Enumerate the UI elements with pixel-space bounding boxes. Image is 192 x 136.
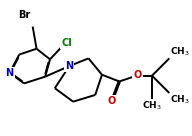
Text: Cl: Cl	[61, 38, 72, 48]
Text: CH$_3$: CH$_3$	[170, 45, 190, 58]
Text: O: O	[108, 96, 116, 106]
Text: N: N	[65, 61, 73, 71]
Text: Br: Br	[18, 10, 30, 20]
Text: CH$_3$: CH$_3$	[142, 100, 162, 112]
Text: O: O	[133, 70, 142, 80]
Text: N: N	[6, 68, 14, 78]
Text: CH$_3$: CH$_3$	[170, 93, 190, 106]
